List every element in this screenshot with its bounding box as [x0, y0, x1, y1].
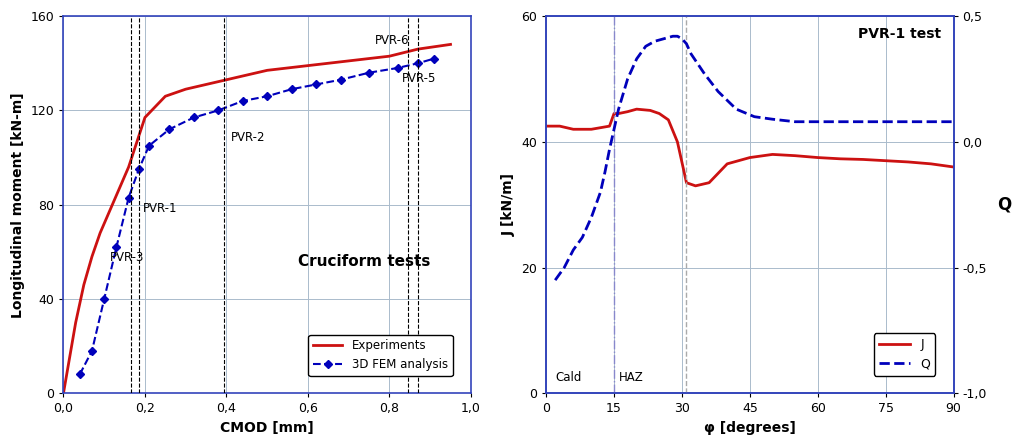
X-axis label: φ [degrees]: φ [degrees]: [704, 421, 796, 435]
Text: PVR-2: PVR-2: [231, 131, 265, 144]
Text: HAZ: HAZ: [618, 371, 643, 384]
Text: PVR-6: PVR-6: [375, 34, 410, 47]
Text: Cruciform tests: Cruciform tests: [297, 254, 430, 269]
Y-axis label: Longitudinal moment [kN-m]: Longitudinal moment [kN-m]: [11, 92, 26, 318]
Legend: J, Q: J, Q: [874, 334, 935, 376]
Text: Cald: Cald: [555, 371, 582, 384]
X-axis label: CMOD [mm]: CMOD [mm]: [221, 421, 314, 435]
Text: PVR-1: PVR-1: [143, 202, 178, 215]
Text: PVR-3: PVR-3: [110, 251, 145, 264]
Legend: Experiments, 3D FEM analysis: Experiments, 3D FEM analysis: [309, 335, 453, 376]
Y-axis label: Q: Q: [996, 196, 1011, 214]
Text: PVR-1 test: PVR-1 test: [858, 27, 941, 41]
Y-axis label: J [kN/m]: J [kN/m]: [502, 173, 516, 236]
Text: PVR-5: PVR-5: [402, 72, 436, 85]
